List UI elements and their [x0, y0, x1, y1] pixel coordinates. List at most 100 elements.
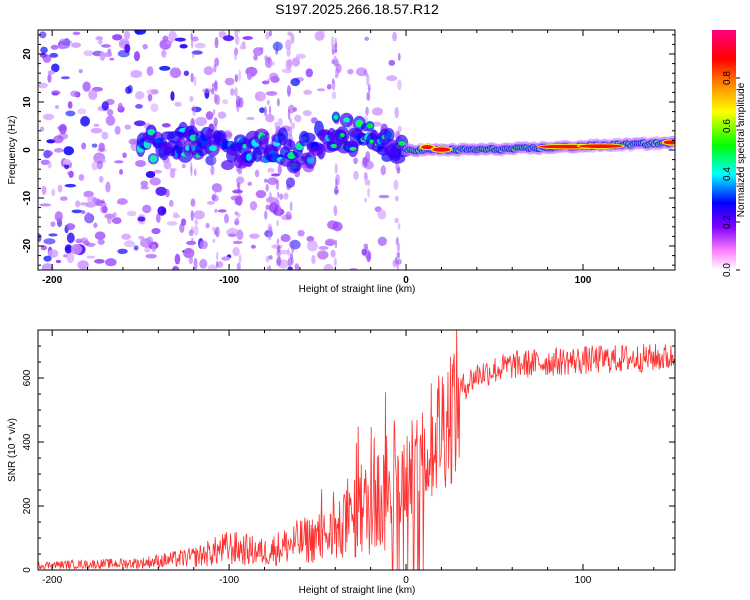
spectrogram-blob — [254, 91, 266, 102]
spectrogram-blob — [147, 93, 153, 102]
spectrogram-blob — [133, 120, 146, 127]
spectrogram-blob — [286, 47, 291, 57]
spectrogram-blob — [234, 220, 239, 226]
colorbar-tick-label: 0.8 — [722, 71, 733, 85]
spectrogram-blob — [170, 91, 175, 101]
spectrogram-blob — [181, 163, 186, 169]
spectrogram-blob — [112, 34, 123, 41]
spectrogram-blob — [276, 219, 279, 227]
spectrogram-x-axis-label: Height of straight line (km) — [299, 284, 416, 295]
spectrogram-blob — [393, 179, 399, 191]
spectrogram-blob — [267, 167, 275, 173]
spectrogram-blob — [122, 152, 127, 159]
spectrogram-blob — [41, 185, 47, 195]
spectrogram-blob — [289, 252, 293, 260]
spectrogram-blob — [101, 131, 109, 140]
spectrogram-blob — [80, 210, 86, 215]
spectrogram-blob — [294, 263, 300, 270]
spectrogram-blob — [421, 145, 434, 150]
y-tick-label: 600 — [22, 369, 33, 386]
spectrogram-blob — [247, 181, 253, 186]
spectrogram-blob — [162, 35, 169, 42]
spectrogram-blob — [83, 50, 94, 57]
spectrogram-blob — [367, 187, 371, 198]
spectrogram-blob — [97, 39, 103, 45]
spectrogram-blob — [47, 161, 52, 169]
spectrogram-blob — [67, 101, 73, 109]
spectrogram-blob — [68, 170, 74, 179]
spectrogram-blob — [208, 145, 217, 152]
spectrogram-blob — [285, 39, 292, 50]
figure-title: S197.2025.266.18.57.R12 — [275, 1, 439, 17]
spectrogram-blob — [238, 69, 241, 82]
spectrogram-blob — [130, 70, 143, 78]
spectrogram-blob — [145, 253, 157, 259]
spectrogram-blob — [70, 243, 82, 255]
spectrogram-blob — [339, 133, 345, 138]
spectrogram-blob — [372, 107, 384, 116]
spectrogram-blob — [364, 36, 370, 41]
spectrogram-blob — [281, 68, 292, 74]
spectrogram-blob — [230, 88, 235, 96]
spectrogram-blob — [93, 222, 98, 229]
spectrogram-blob — [48, 233, 58, 237]
spectrogram-blob — [146, 88, 159, 96]
spectrogram-blob — [149, 177, 161, 186]
spectrogram-blob — [365, 106, 369, 116]
spectrogram-blob — [326, 84, 332, 90]
spectrogram-blob — [365, 151, 371, 163]
spectrogram-blob — [217, 209, 227, 213]
spectrogram-blob — [94, 258, 105, 264]
spectrogram-blob — [234, 211, 239, 216]
spectrogram-blob — [234, 198, 238, 205]
spectrogram-blob — [140, 180, 149, 188]
spectrogram-blob — [265, 114, 275, 123]
spectrogram-blob — [578, 144, 623, 148]
spectrogram-blob — [289, 117, 292, 124]
spectrogram-blob — [81, 142, 87, 150]
spectrogram-blob — [214, 208, 218, 214]
spectrogram-blob — [70, 90, 79, 97]
spectrogram-blob — [190, 198, 196, 207]
spectrogram-blob — [283, 192, 289, 200]
spectrogram-blob — [109, 57, 115, 61]
spectrogram-blob — [265, 91, 278, 96]
spectrogram-blob — [222, 35, 235, 42]
spectrogram-blob — [205, 111, 214, 120]
spectrogram-blob — [188, 229, 194, 237]
spectrogram-blob — [88, 89, 98, 101]
snr-y-axis-label: SNR (10 * v/v) — [7, 418, 18, 482]
spectrogram-blob — [356, 121, 362, 126]
spectrogram-blob — [386, 130, 392, 140]
spectrogram-blob — [114, 125, 121, 135]
spectrogram-blob — [215, 226, 220, 238]
spectrogram-blob — [166, 221, 178, 226]
spectrogram-blob — [276, 258, 281, 265]
spectrogram-blob — [330, 143, 338, 149]
spectrogram-blob — [193, 224, 199, 236]
spectrogram-blob — [137, 216, 146, 222]
spectrogram-blob — [242, 36, 254, 40]
spectrogram-blob — [66, 252, 75, 264]
spectrogram-blob — [264, 55, 268, 62]
spectrogram-blob — [38, 82, 48, 89]
spectrogram-blob — [396, 258, 402, 265]
spectrogram-blob — [363, 72, 369, 77]
spectrogram-blob — [106, 213, 112, 225]
spectrogram-blob — [377, 236, 388, 246]
spectrogram-blob — [213, 80, 218, 92]
spectrogram-blob — [155, 186, 167, 196]
spectrogram-blob — [238, 192, 242, 197]
spectrogram-blob — [333, 205, 338, 217]
spectrogram-blob — [71, 209, 83, 214]
spectrogram-blob — [245, 153, 252, 161]
spectrogram-blob — [112, 212, 117, 218]
spectrogram-blob — [264, 178, 268, 183]
spectrogram-blob — [237, 166, 243, 175]
spectrogram-blob — [72, 31, 81, 36]
spectrogram-blob — [368, 252, 372, 258]
spectrogram-blob — [117, 248, 128, 254]
snr-panel: -200 -100 0 100 0 200 400 600 Height of straig… — [7, 329, 676, 596]
spectrogram-blob — [213, 155, 217, 164]
spectrogram-blob — [334, 73, 339, 79]
